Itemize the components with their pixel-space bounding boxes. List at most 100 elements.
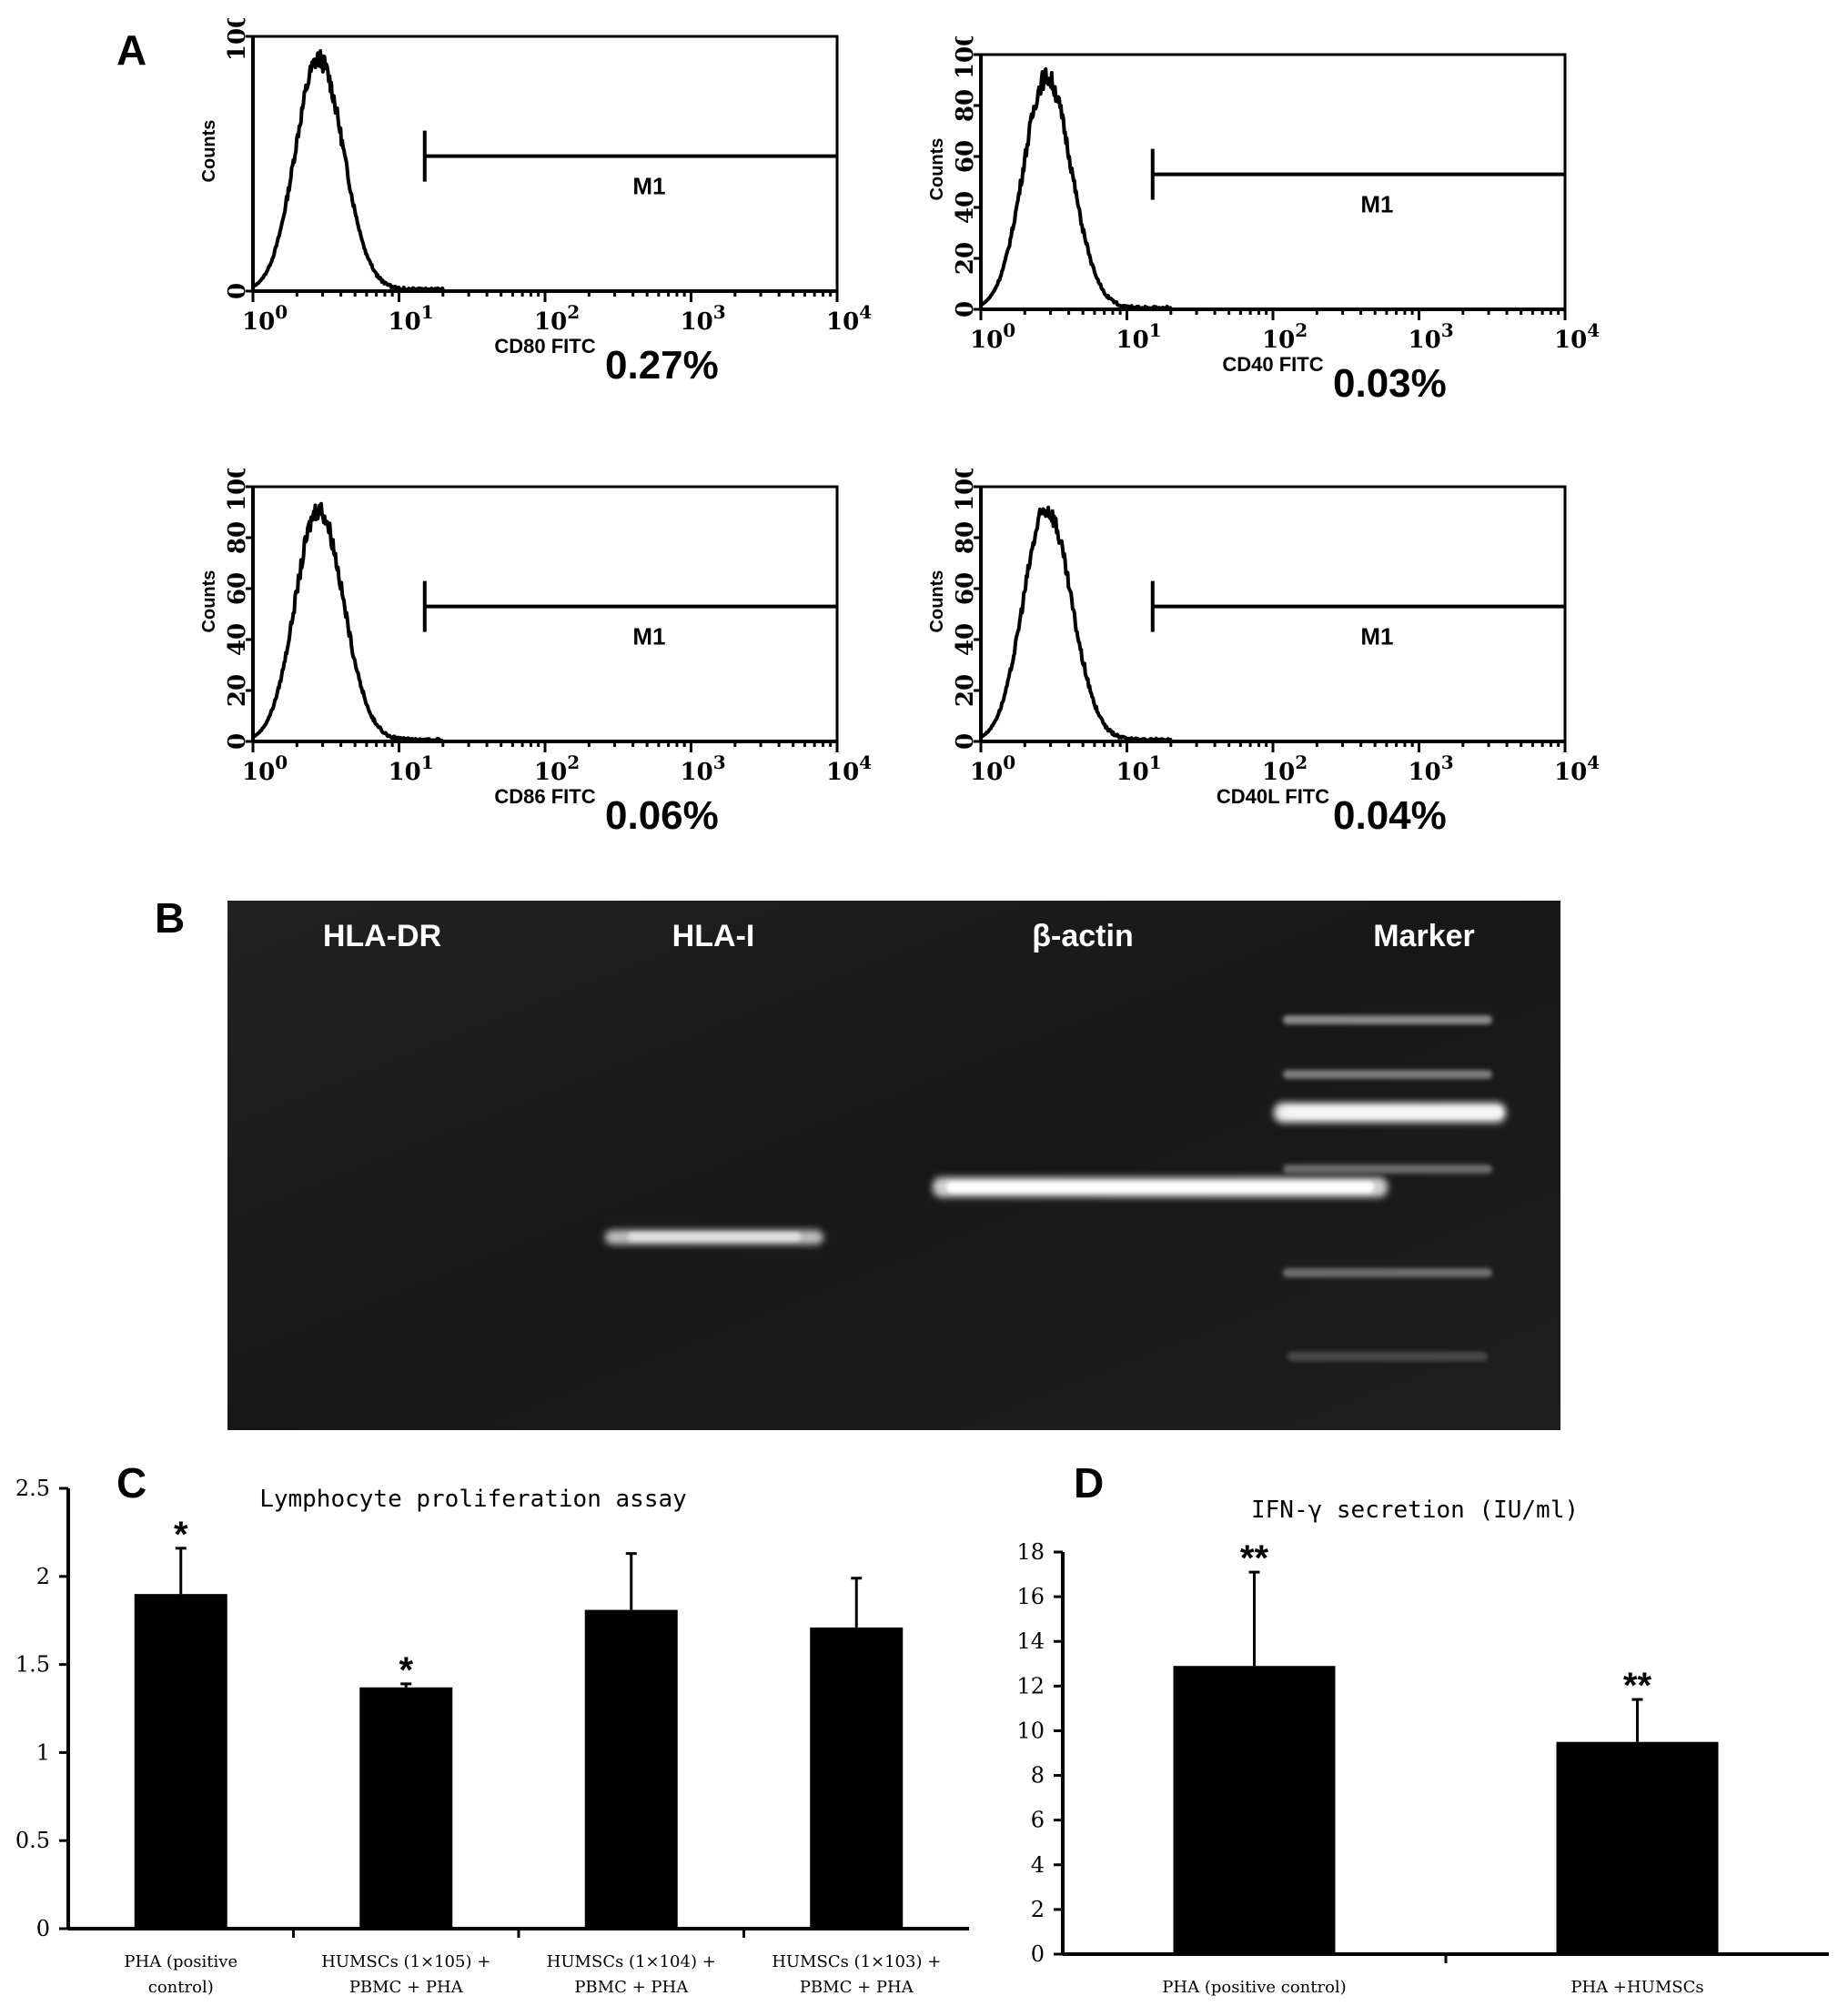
gate-label-m1: M1 <box>1360 191 1393 218</box>
y-tick-label: 0 <box>952 733 979 750</box>
percent-positive: 0.27% <box>605 343 719 388</box>
x-tick-label: 102 <box>534 301 580 336</box>
x-axis-label: CD40 FITC <box>1222 353 1323 376</box>
bar <box>1173 1666 1336 1954</box>
x-tick-label: 100 <box>242 751 288 786</box>
x-tick-label: 100 <box>242 301 288 336</box>
gate-label-m1: M1 <box>1360 623 1393 650</box>
y-tick-label: 18 <box>1016 1539 1045 1565</box>
category-label: PBMC + PHA <box>800 1978 914 1997</box>
y-tick-label: 20 <box>952 242 979 275</box>
significance-marker: * <box>399 1650 413 1690</box>
histogram-curve <box>251 501 473 743</box>
histogram-curve <box>979 505 1201 743</box>
category-label: PHA (positive <box>124 1952 237 1971</box>
x-tick-label: 101 <box>389 301 434 336</box>
flow-histogram-cd40l: 0 20 40 60 80 100 Counts 100 101 102 103 104 M1 CD40L… <box>927 469 1600 838</box>
y-axis-label: Counts <box>199 120 219 183</box>
y-axis-label: Counts <box>927 570 947 633</box>
category-label: PBMC + PHA <box>574 1978 689 1997</box>
x-tick-label: 103 <box>681 751 726 786</box>
x-tick-label: 103 <box>1409 751 1454 786</box>
histogram-curve <box>979 66 1201 311</box>
y-tick-label: 0 <box>36 1916 50 1941</box>
percent-positive: 0.06% <box>605 793 719 838</box>
bar-chart-lymphocyte-proliferation: 0 0.5 1 1.5 2 2.5 Lymphocyte proliferation ass… <box>15 1476 969 1997</box>
chart-title: Lymphocyte proliferation assay <box>259 1486 687 1513</box>
y-tick-label: 60 <box>224 572 251 605</box>
x-tick-label: 102 <box>1262 319 1308 354</box>
gel-band-hla-i <box>605 1230 823 1245</box>
percent-positive: 0.04% <box>1333 793 1447 838</box>
y-tick-label: 2.5 <box>15 1476 50 1501</box>
y-axis-label: Counts <box>199 570 219 633</box>
x-tick-label: 101 <box>1116 751 1162 786</box>
x-tick-label: 104 <box>1554 751 1600 786</box>
y-tick-label: 4 <box>1031 1852 1045 1878</box>
category-label: HUMSCs (1×103) + <box>772 1952 941 1971</box>
x-tick-label: 100 <box>970 319 1015 354</box>
y-tick-label: 100 <box>952 36 979 79</box>
panel-label-d: D <box>1074 1459 1105 1507</box>
plot-frame <box>251 485 839 743</box>
flow-histogram-cd86: 0 20 40 60 80 100 Counts 100 101 102 103 104 M1 CD86 … <box>199 469 872 838</box>
plot-frame <box>979 53 1567 311</box>
bar-chart-ifn-gamma-secretion: 0 2 4 6 8 10 12 14 16 18 IFN-γ secretion (IU/ml) **… <box>1016 1497 1829 1997</box>
x-tick-label: 104 <box>826 301 872 336</box>
y-tick-label: 14 <box>1016 1628 1045 1654</box>
category-label: PHA (positive control) <box>1162 1978 1346 1997</box>
y-tick-label: 20 <box>224 674 251 707</box>
category-label: PBMC + PHA <box>349 1978 464 1997</box>
y-tick-label: 80 <box>224 521 251 554</box>
y-axis-label: Counts <box>927 138 947 201</box>
y-tick-label: 16 <box>1016 1584 1045 1609</box>
flow-histogram-cd80: 0 100 Counts 100 101 102 103 104 M1 CD80 FITC 0.27… <box>199 18 872 388</box>
x-axis-label: CD40L FITC <box>1217 785 1329 808</box>
bar <box>810 1627 904 1929</box>
y-tick-label: 40 <box>224 623 251 656</box>
y-tick-label: 40 <box>952 191 979 224</box>
category-label: HUMSCs (1×105) + <box>321 1952 490 1971</box>
y-tick-label: 60 <box>952 572 979 605</box>
category-label: control) <box>148 1978 214 1997</box>
chart-title: IFN-γ secretion (IU/ml) <box>1251 1497 1579 1524</box>
x-tick-label: 102 <box>534 751 580 786</box>
bar <box>359 1687 453 1929</box>
bar <box>1556 1741 1719 1954</box>
x-tick-label: 100 <box>970 751 1015 786</box>
y-tick-label: 40 <box>952 623 979 656</box>
x-tick-label: 104 <box>1554 319 1600 354</box>
histogram-curve <box>251 49 473 293</box>
y-tick-label: 0 <box>952 301 979 318</box>
x-tick-label: 102 <box>1262 751 1308 786</box>
y-tick-label: 2 <box>1031 1897 1045 1922</box>
y-tick-label: 100 <box>224 469 251 511</box>
y-tick-label: 80 <box>952 521 979 554</box>
y-tick-label: 1 <box>36 1739 50 1765</box>
plot-frame <box>251 35 839 293</box>
y-tick-label: 0 <box>224 733 251 750</box>
gel-band-beta-actin <box>933 1177 1388 1197</box>
category-label: PHA +HUMSCs <box>1570 1978 1703 1997</box>
category-label: HUMSCs (1×104) + <box>547 1952 716 1971</box>
x-tick-label: 103 <box>1409 319 1454 354</box>
y-tick-label: 80 <box>952 89 979 122</box>
y-tick-label: 10 <box>1016 1718 1045 1743</box>
x-tick-label: 101 <box>389 751 434 786</box>
x-tick-label: 101 <box>1116 319 1162 354</box>
gel-lane-label-hla-i: HLA-I <box>672 919 755 953</box>
y-tick-label: 100 <box>224 18 251 61</box>
y-tick-label: 0.5 <box>15 1828 50 1853</box>
gel-lane-label-hla-dr: HLA-DR <box>323 919 441 953</box>
y-tick-label: 8 <box>1031 1763 1045 1789</box>
significance-marker: * <box>174 1515 188 1555</box>
y-tick-label: 2 <box>36 1564 50 1589</box>
significance-marker: ** <box>1240 1538 1269 1578</box>
gel-image: HLA-DR HLA-I β-actin Marker <box>227 901 1560 1430</box>
bar <box>134 1594 227 1929</box>
panel-label-c: C <box>116 1459 147 1507</box>
y-tick-label: 20 <box>952 674 979 707</box>
x-axis-label: CD86 FITC <box>494 785 595 808</box>
gate-label-m1: M1 <box>632 173 665 200</box>
gel-marker-ladder <box>1274 1015 1506 1361</box>
